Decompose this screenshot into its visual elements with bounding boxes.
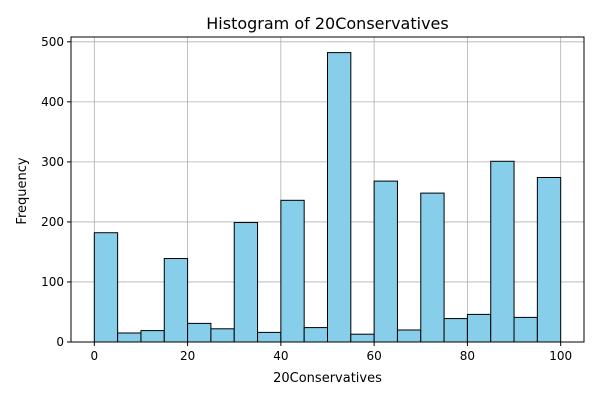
histogram-bar-1 xyxy=(117,332,142,343)
histogram-bar-15 xyxy=(443,318,468,343)
histogram-bar-13 xyxy=(396,329,422,343)
histogram-bar-9 xyxy=(303,327,329,343)
histogram-bar-19 xyxy=(536,176,562,343)
y-tick-label: 500 xyxy=(41,35,64,49)
x-tick-label: 40 xyxy=(273,349,288,363)
x-tick-label: 60 xyxy=(366,349,381,363)
histogram-bar-14 xyxy=(420,192,445,343)
bars-layer xyxy=(93,52,562,343)
histogram-bar-7 xyxy=(257,331,282,343)
histogram-bar-11 xyxy=(350,333,375,343)
x-tick-label: 20 xyxy=(180,349,195,363)
histogram-bar-6 xyxy=(233,222,259,343)
plot-frame xyxy=(70,36,585,343)
histogram-bar-16 xyxy=(466,313,492,343)
histogram-bar-10 xyxy=(327,52,352,343)
y-tick-label: 400 xyxy=(41,95,64,109)
y-tick-label: 0 xyxy=(56,335,64,349)
histogram-bar-17 xyxy=(490,160,515,343)
x-tick-label: 100 xyxy=(549,349,572,363)
y-tick-label: 300 xyxy=(41,155,64,169)
y-tick-label: 200 xyxy=(41,215,64,229)
y-tick-label: 100 xyxy=(41,275,64,289)
chart-title: Histogram of 20Conservatives xyxy=(206,14,448,33)
y-axis-label: Frequency xyxy=(15,157,30,224)
histogram-bar-5 xyxy=(210,328,235,343)
y-axis-ticks: 0 100 200 300 400 500 xyxy=(41,35,71,349)
x-tick-label: 0 xyxy=(90,349,98,363)
histogram-bar-18 xyxy=(513,316,538,343)
histogram-bar-3 xyxy=(163,258,189,343)
histogram-bar-8 xyxy=(280,199,305,343)
histogram-bar-0 xyxy=(93,232,119,343)
histogram-bar-4 xyxy=(187,322,212,343)
x-axis-label: 20Conservatives xyxy=(273,371,382,386)
x-axis-ticks: 0 20 40 60 80 100 xyxy=(90,342,572,363)
histogram-bar-12 xyxy=(373,180,398,343)
histogram-bar-2 xyxy=(140,330,165,343)
x-tick-label: 80 xyxy=(460,349,475,363)
